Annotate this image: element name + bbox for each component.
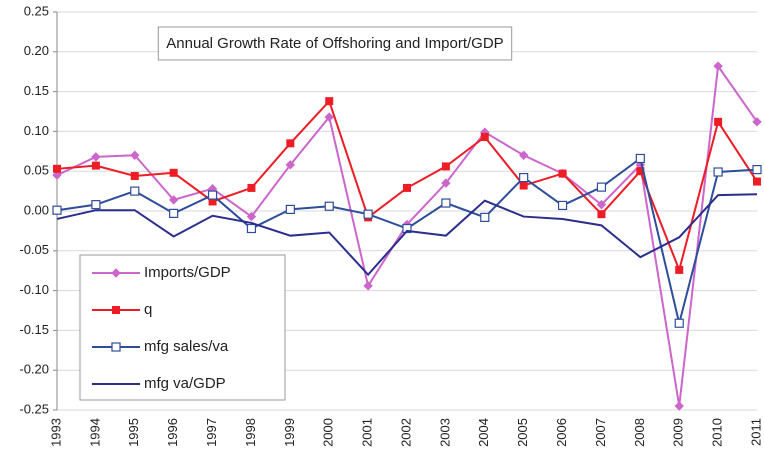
point xyxy=(246,211,257,222)
point xyxy=(325,97,334,106)
point xyxy=(324,201,334,211)
x-tick-label: 2002 xyxy=(398,418,413,447)
x-tick-label: 2007 xyxy=(593,418,608,447)
point xyxy=(441,162,450,171)
legend-label: mfg sales/va xyxy=(144,338,229,355)
point xyxy=(112,306,120,314)
x-tick-label: 1994 xyxy=(87,418,102,447)
point xyxy=(285,204,295,215)
point xyxy=(597,210,606,219)
point xyxy=(752,165,762,175)
x-tick-label: 1996 xyxy=(165,418,180,447)
point xyxy=(480,132,489,141)
point xyxy=(285,160,296,170)
point xyxy=(596,182,607,192)
x-tick-label: 2011 xyxy=(748,418,763,446)
point xyxy=(713,61,723,71)
point xyxy=(713,167,723,177)
title-box xyxy=(157,26,513,61)
point xyxy=(558,169,567,178)
y-tick-label: 0.10 xyxy=(24,123,49,138)
point xyxy=(636,167,645,176)
x-tick-label: 1995 xyxy=(126,418,141,447)
point xyxy=(208,197,217,206)
point xyxy=(480,212,490,222)
point xyxy=(363,209,373,219)
point xyxy=(111,268,121,278)
point xyxy=(52,170,62,180)
x-tick-label: 2001 xyxy=(360,418,375,447)
x-tick-label: 2006 xyxy=(554,418,569,447)
legend-box xyxy=(79,254,286,401)
series-line xyxy=(56,193,758,277)
legend-label: q xyxy=(144,301,152,318)
point xyxy=(130,150,140,160)
point xyxy=(518,150,529,160)
point xyxy=(286,139,295,148)
point xyxy=(91,200,101,210)
point xyxy=(519,181,528,190)
point xyxy=(169,168,178,177)
y-tick-label: -0.25 xyxy=(19,401,49,416)
point xyxy=(674,401,684,411)
point xyxy=(714,117,723,126)
legend-label: mfg va/GDP xyxy=(144,375,226,392)
chart-title: Annual Growth Rate of Offshoring and Imp… xyxy=(166,35,503,52)
point xyxy=(675,265,684,274)
point xyxy=(130,186,140,196)
x-tick-label: 2008 xyxy=(632,418,647,447)
y-tick-label: 0.15 xyxy=(24,83,49,98)
y-tick-label: 0.05 xyxy=(24,163,49,178)
point xyxy=(130,171,139,180)
point xyxy=(168,195,179,205)
point xyxy=(246,223,257,234)
x-tick-label: 2009 xyxy=(671,418,686,447)
x-tick-label: 2000 xyxy=(321,418,336,447)
y-tick-label: -0.05 xyxy=(19,242,49,257)
x-tick-label: 2005 xyxy=(515,418,530,447)
point xyxy=(363,281,373,291)
y-tick-label: -0.15 xyxy=(19,322,49,337)
point xyxy=(557,200,568,211)
point xyxy=(247,183,256,192)
y-tick-label: 0.20 xyxy=(24,43,49,58)
point xyxy=(169,208,179,218)
x-tick-label: 1999 xyxy=(282,418,297,447)
point xyxy=(753,177,761,186)
x-tick-label: 1998 xyxy=(243,418,258,447)
point xyxy=(519,172,529,183)
x-tick-label: 2010 xyxy=(710,418,725,447)
point xyxy=(596,199,607,210)
x-tick-label: 1993 xyxy=(48,418,63,447)
legend-label: Imports/GDP xyxy=(144,264,231,281)
point xyxy=(403,183,411,192)
point xyxy=(52,205,62,215)
point xyxy=(207,190,218,200)
point xyxy=(752,117,762,127)
point xyxy=(324,112,334,122)
point xyxy=(91,161,100,170)
point xyxy=(111,342,121,352)
point xyxy=(635,153,645,164)
point xyxy=(674,318,684,328)
y-tick-label: -0.20 xyxy=(19,362,49,377)
point xyxy=(91,152,101,162)
x-tick-label: 2004 xyxy=(476,418,491,447)
point xyxy=(53,164,61,173)
point xyxy=(441,178,451,188)
y-tick-label: 0.00 xyxy=(24,202,49,217)
y-tick-label: 0.25 xyxy=(24,3,49,18)
point xyxy=(441,198,451,208)
x-tick-label: 1997 xyxy=(204,418,219,447)
x-tick-label: 2003 xyxy=(437,418,452,447)
point xyxy=(402,223,412,234)
y-tick-label: -0.10 xyxy=(19,282,49,297)
